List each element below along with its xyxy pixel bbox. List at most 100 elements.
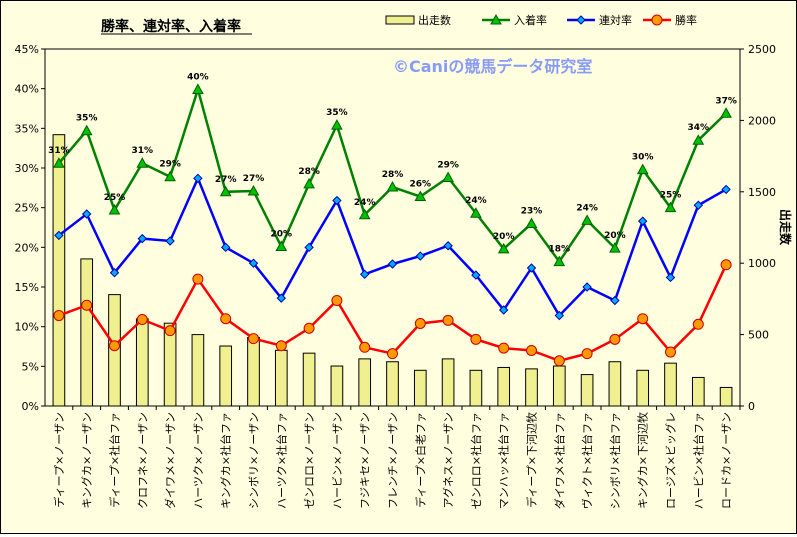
- point-win-rate: [275, 340, 287, 352]
- x-tick-label: ゼンロロ×社台ファ: [469, 412, 483, 509]
- x-tick-label: ダイワメ×ノーザン: [163, 412, 177, 509]
- point-place-rate: [664, 201, 677, 213]
- point-win-rate: [81, 299, 93, 311]
- point-place-rate: [164, 170, 176, 182]
- data-label: 31%: [132, 146, 154, 156]
- point-quinella-rate: [665, 272, 676, 283]
- data-label: 26%: [410, 180, 432, 190]
- point-quinella-rate: [721, 184, 731, 195]
- y-tick-label: 20%: [15, 241, 39, 254]
- y-tick-label: 25%: [15, 202, 39, 215]
- legend-label: 入着率: [514, 13, 547, 27]
- data-label: 23%: [521, 207, 543, 217]
- y2-tick-label: 2000: [748, 114, 776, 127]
- legend-item: 連対率: [567, 13, 632, 27]
- legend-item: 入着率: [482, 13, 547, 27]
- x-tick-label: シンボリ×ノーザン: [248, 412, 261, 509]
- data-label: 29%: [159, 160, 181, 170]
- point-quinella-rate: [220, 242, 231, 253]
- bar-starts: [580, 374, 594, 407]
- point-win-rate: [248, 333, 259, 345]
- bar-starts: [441, 358, 455, 407]
- point-quinella-rate: [443, 241, 453, 251]
- data-label: 25%: [104, 193, 126, 203]
- point-place-rate: [219, 185, 232, 197]
- x-tick-label: ディープ×下河辺牧: [525, 412, 539, 508]
- data-label: 25%: [660, 191, 682, 201]
- x-tick-label: ヴィクト×社台ファ: [580, 412, 594, 509]
- data-label: 30%: [632, 153, 654, 163]
- legend-marker: [490, 13, 502, 25]
- data-label: 27%: [243, 174, 265, 184]
- chart-title: 勝率、連対率、入着率: [101, 18, 241, 35]
- point-quinella-rate: [248, 258, 259, 268]
- y-tick-label: 5%: [22, 360, 39, 373]
- bar-starts: [358, 358, 372, 407]
- x-tick-label: ディープ×白老ファ: [413, 412, 427, 508]
- y2-tick-label: 1000: [748, 257, 776, 270]
- bar-starts: [386, 361, 399, 407]
- point-quinella-rate: [637, 216, 648, 226]
- x-tick-label: キングカ×ノーザン: [80, 412, 94, 509]
- point-win-rate: [109, 340, 120, 352]
- legend-marker: [651, 14, 663, 26]
- point-win-rate: [498, 342, 510, 354]
- y-tick-label: 45%: [15, 43, 39, 56]
- point-win-rate: [665, 346, 676, 358]
- point-quinella-rate: [332, 195, 342, 206]
- y-tick-label: 15%: [15, 281, 39, 294]
- x-tick-label: ハービン×社台ファ: [691, 412, 705, 509]
- point-quinella-rate: [554, 310, 565, 321]
- x-tick-label: マンハッ×社台ファ: [497, 412, 511, 509]
- data-label: 31%: [48, 146, 70, 156]
- data-label: 28%: [298, 167, 320, 177]
- point-win-rate: [192, 273, 204, 285]
- y-tick-label: 35%: [15, 122, 39, 135]
- point-place-rate: [470, 207, 482, 218]
- y-tick-label: 40%: [15, 83, 39, 96]
- y2-tick-label: 1500: [748, 186, 776, 199]
- point-win-rate: [637, 313, 649, 325]
- x-tick-label: ダイワメ×社台ファ: [552, 412, 566, 509]
- bar-starts: [525, 368, 538, 407]
- data-label: 40%: [187, 72, 209, 82]
- point-win-rate: [220, 313, 232, 325]
- point-place-rate: [497, 242, 510, 254]
- x-tick-label: キングカ×社台ファ: [219, 412, 233, 509]
- point-win-rate: [470, 333, 482, 345]
- plot-area: [44, 48, 741, 407]
- x-tick-label: ロードカ×ノーザン: [720, 412, 733, 509]
- point-quinella-rate: [165, 236, 175, 246]
- data-label: 34%: [688, 123, 710, 133]
- x-tick-label: シンボリ×社台ファ: [608, 412, 622, 509]
- bar-starts: [135, 318, 149, 407]
- bar-starts: [552, 365, 566, 407]
- y2-axis-label: 出走数: [778, 209, 793, 246]
- bar-starts: [274, 349, 288, 407]
- point-quinella-rate: [526, 263, 537, 273]
- point-place-rate: [581, 214, 593, 225]
- point-place-rate: [609, 242, 621, 253]
- legend-swatch: [385, 15, 415, 25]
- y-tick-label: 0%: [22, 400, 39, 413]
- x-tick-label: ハービン×ノーザン: [331, 412, 344, 509]
- point-quinella-rate: [471, 270, 481, 280]
- point-quinella-rate: [359, 269, 370, 280]
- point-place-rate: [358, 208, 371, 220]
- x-tick-label: フジキセ×ノーザン: [359, 412, 372, 509]
- bar-starts: [636, 369, 650, 407]
- point-quinella-rate: [498, 305, 509, 315]
- point-place-rate: [525, 217, 538, 229]
- point-place-rate: [442, 171, 454, 183]
- bar-starts: [302, 352, 316, 407]
- x-tick-label: クロフネ×ノーザン: [136, 412, 149, 509]
- point-win-rate: [581, 348, 593, 360]
- point-win-rate: [720, 259, 732, 271]
- data-label: 35%: [76, 114, 98, 124]
- point-win-rate: [526, 344, 537, 356]
- bar-starts: [80, 258, 94, 407]
- legend-label: 連対率: [599, 13, 632, 27]
- point-win-rate: [442, 314, 454, 326]
- legend-marker: [576, 15, 586, 25]
- bar-starts: [413, 369, 427, 407]
